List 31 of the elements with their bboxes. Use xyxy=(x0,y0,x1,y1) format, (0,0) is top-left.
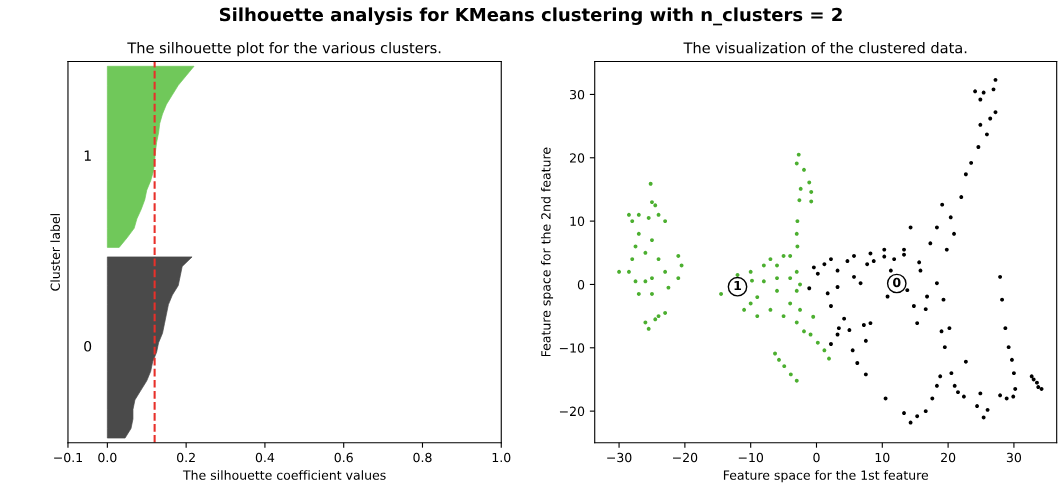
y-axis-title: Feature space for the 2nd feature xyxy=(540,147,554,357)
text: Silhouette analysis for KMeans clustering with n_clusters = 2 xyxy=(219,7,842,26)
annotation: 0 xyxy=(893,277,901,288)
x-axis-title: The silhouette coefficient values xyxy=(182,470,386,480)
series-label: 0 xyxy=(84,341,92,352)
x-axis-title: Feature space for the 1st feature xyxy=(723,470,929,483)
y-tick-label: 30 xyxy=(570,89,585,100)
y-tick-label: −20 xyxy=(559,406,585,417)
x-tick-label: 30 xyxy=(1006,452,1022,463)
y-tick-label: 0 xyxy=(577,279,585,290)
series-label: 1 xyxy=(84,150,91,161)
x-tick-label: −10 xyxy=(738,452,764,463)
x-tick-label: −0.1 xyxy=(54,452,82,463)
annotation: 1 xyxy=(734,281,742,291)
y-axis-title: Cluster label xyxy=(50,214,60,291)
x-tick-label: 0 xyxy=(813,452,820,463)
y-tick-label: 20 xyxy=(570,153,585,163)
chart-title: The silhouette plot for the various clusters. xyxy=(127,42,441,57)
chart-title: The visualization of the clustered data. xyxy=(683,42,967,54)
x-tick-label: −30 xyxy=(607,452,632,463)
x-tick-label: 20 xyxy=(941,452,956,463)
x-tick-label: 0.2 xyxy=(177,452,195,463)
y-tick-label: −10 xyxy=(559,343,585,353)
y-tick-label: 10 xyxy=(570,216,585,227)
x-tick-label: 0.6 xyxy=(334,452,353,463)
x-tick-label: 0.4 xyxy=(255,452,275,463)
x-tick-label: 0.8 xyxy=(413,452,432,463)
x-tick-label: 0.0 xyxy=(98,452,117,463)
x-tick-label: 10 xyxy=(875,452,890,463)
x-tick-label: −20 xyxy=(673,452,698,463)
x-tick-label: 1.0 xyxy=(492,452,511,463)
